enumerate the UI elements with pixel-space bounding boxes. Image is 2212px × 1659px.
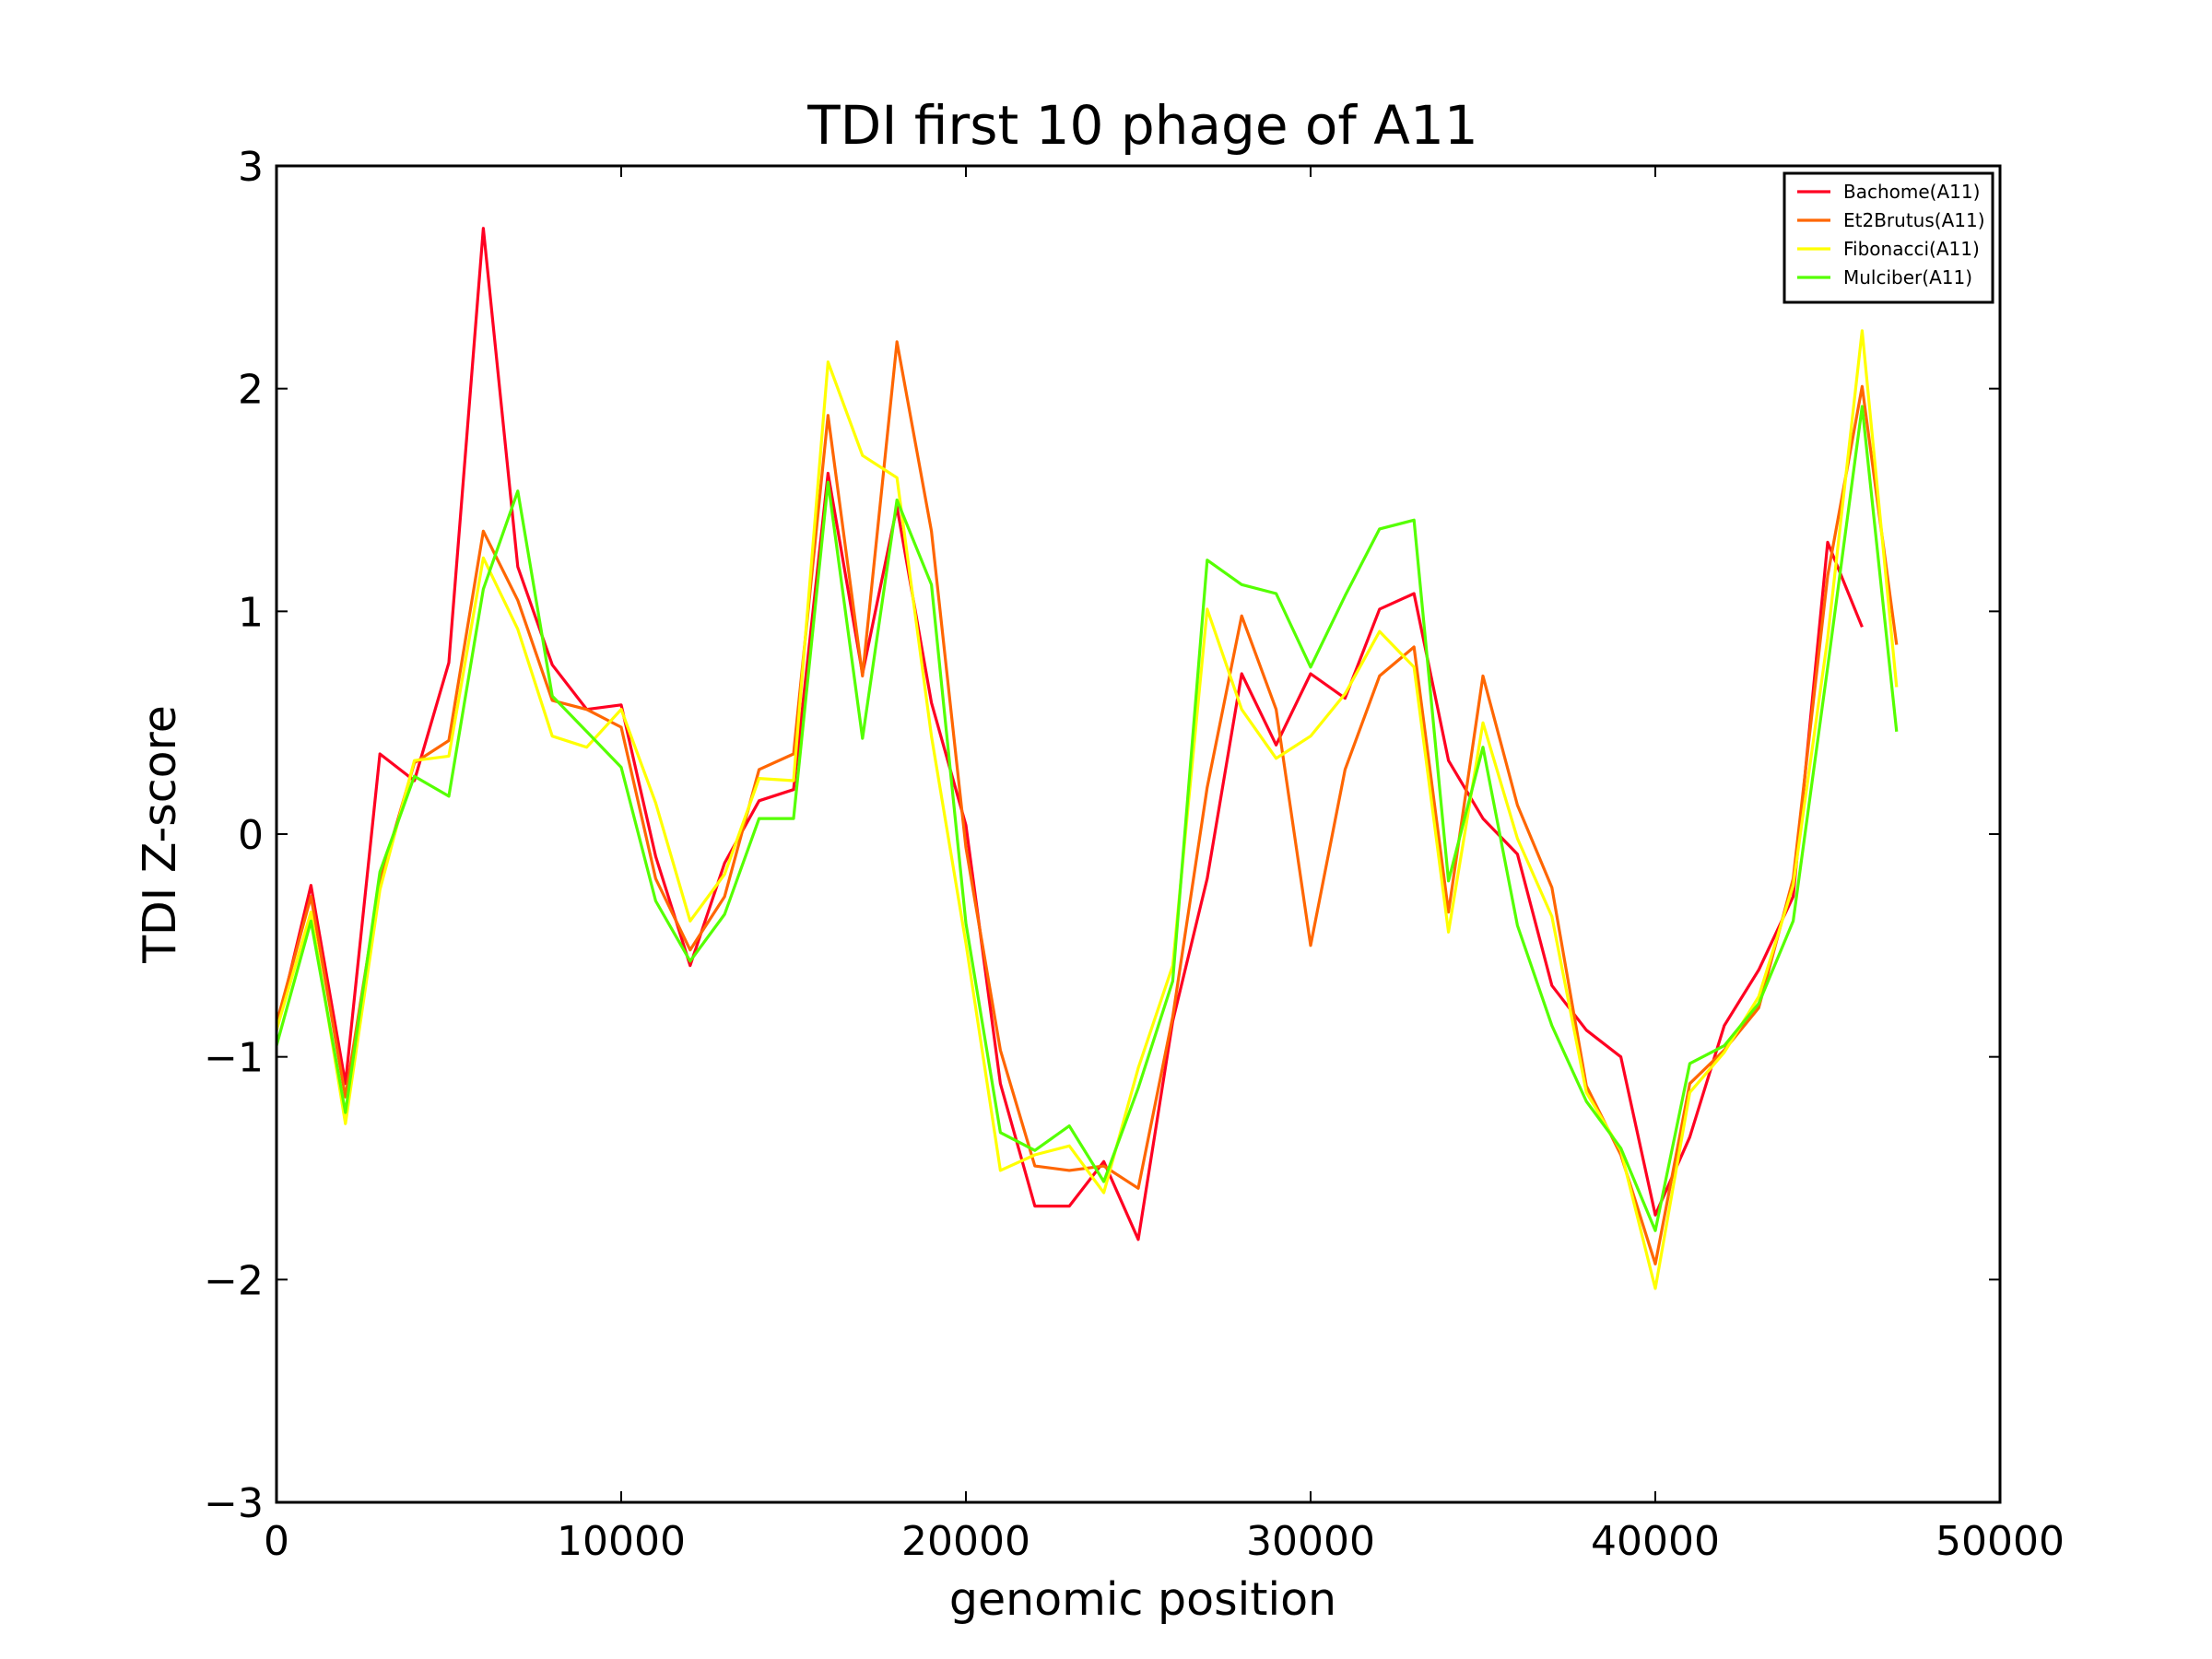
legend-label: Mulciber(A11) <box>1843 266 1972 288</box>
y-tick-label: 2 <box>238 367 264 414</box>
series-layer <box>275 227 1899 1290</box>
x-axis: 0 10000 20000 30000 40000 50000 <box>264 166 2065 1565</box>
x-tick-label: 40000 <box>1591 1518 1720 1565</box>
plot-area-frame <box>275 164 2002 1504</box>
x-tick-label: 50000 <box>1936 1518 2065 1565</box>
y-axis-label: TDI Z-score <box>134 705 186 964</box>
y-tick-label: −2 <box>204 1257 264 1304</box>
y-tick-label: −1 <box>204 1035 264 1082</box>
legend-box <box>1783 171 1994 304</box>
y-tick-label: 0 <box>238 812 264 859</box>
x-tick-label: 30000 <box>1246 1518 1375 1565</box>
y-tick-label: −3 <box>204 1480 264 1527</box>
y-tick-label: 3 <box>238 144 264 191</box>
x-tick-label: 20000 <box>901 1518 1030 1565</box>
x-tick-label: 10000 <box>557 1518 686 1565</box>
series-line-0 <box>275 227 1864 1241</box>
x-axis-label: genomic position <box>949 1573 1336 1626</box>
y-axis: −3 −2 −1 0 1 2 3 <box>204 144 2000 1527</box>
legend-label: Bachome(A11) <box>1843 181 1980 203</box>
legend-label: Fibonacci(A11) <box>1843 238 1980 260</box>
legend: Bachome(A11) Et2Brutus(A11) Fibonacci(A11)… <box>1783 171 1994 304</box>
chart-title: TDI first 10 phage of A11 <box>806 94 1478 157</box>
series-line-2 <box>275 329 1899 1290</box>
x-tick-label: 0 <box>264 1518 289 1565</box>
series-line-3 <box>275 405 1899 1232</box>
series-line-1 <box>275 340 1899 1266</box>
legend-label: Et2Brutus(A11) <box>1843 209 1985 231</box>
y-tick-label: 1 <box>238 589 264 636</box>
